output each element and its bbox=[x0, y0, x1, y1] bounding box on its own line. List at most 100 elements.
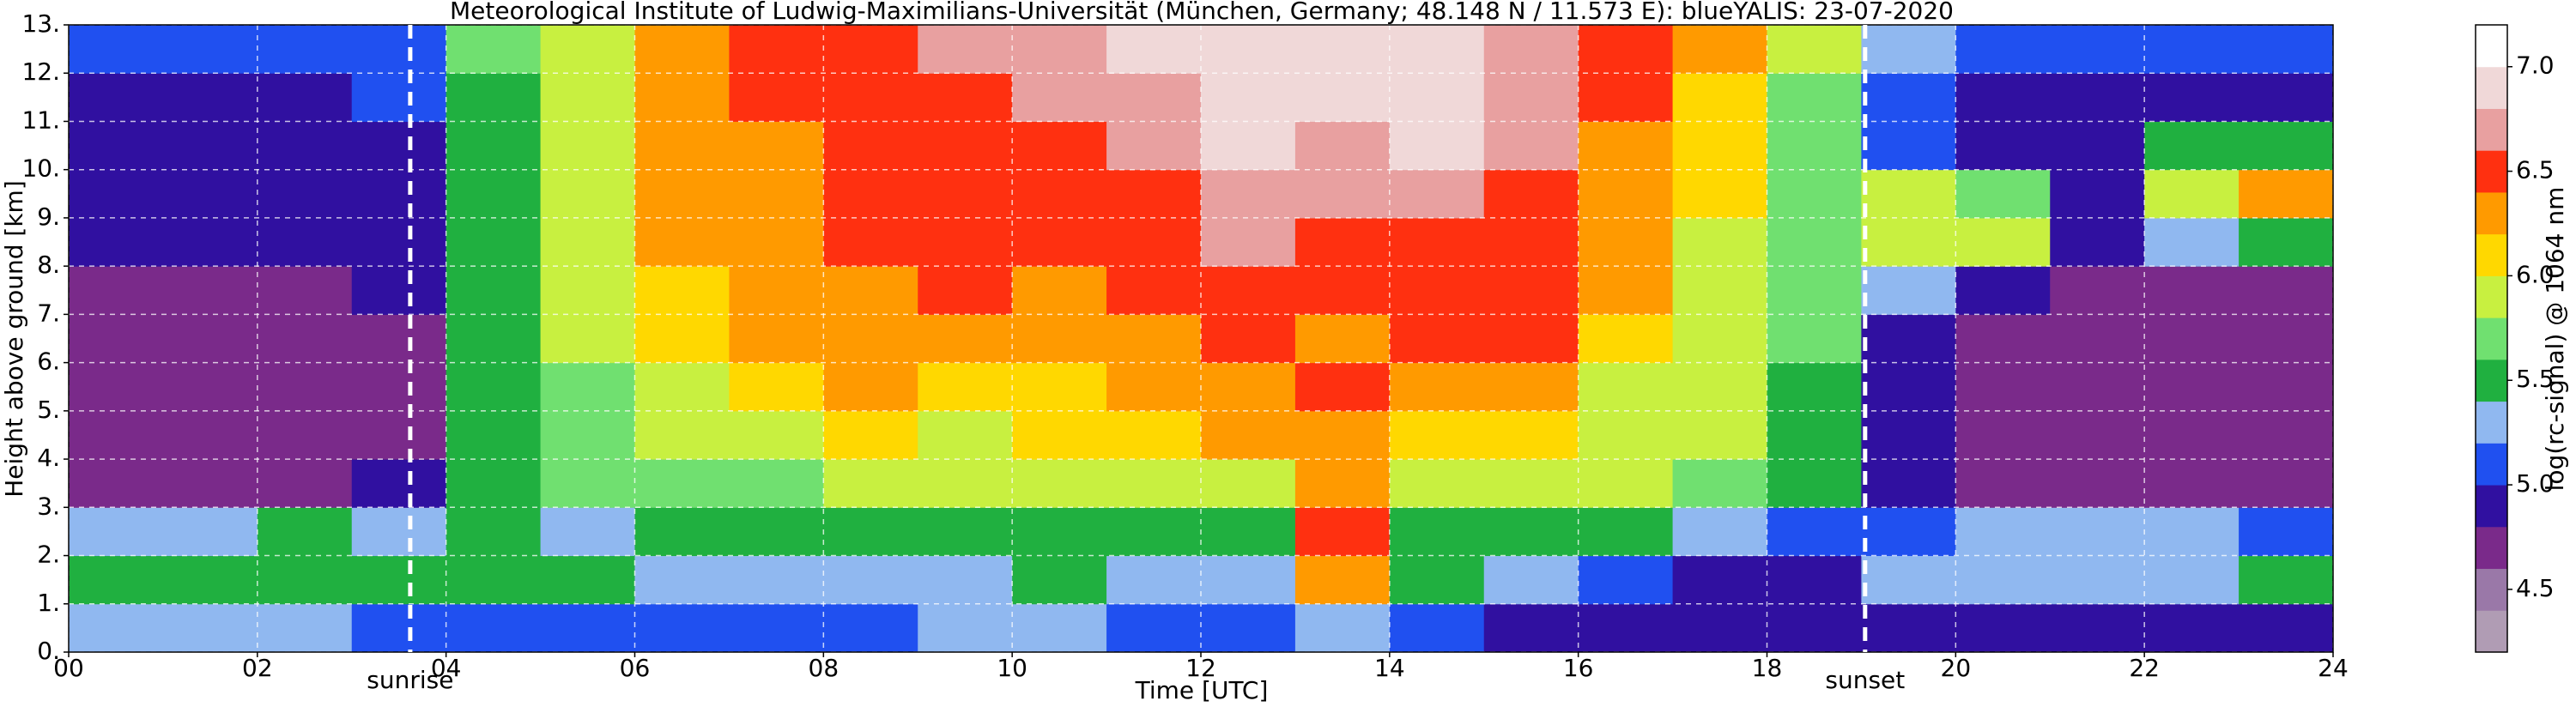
heatmap-cell bbox=[257, 121, 353, 171]
y-axis-label: Height above ground [km] bbox=[0, 180, 28, 498]
heatmap-cell bbox=[540, 169, 635, 219]
heatmap-cell bbox=[445, 603, 542, 653]
heatmap-cell bbox=[918, 121, 1013, 171]
heatmap-cell bbox=[823, 507, 918, 557]
heatmap-cell bbox=[1861, 314, 1956, 364]
heatmap-cell bbox=[445, 314, 542, 364]
heatmap-cell bbox=[69, 169, 164, 219]
heatmap-cell bbox=[1389, 410, 1485, 460]
heatmap-cell bbox=[445, 555, 542, 605]
heatmap-cell bbox=[69, 603, 164, 653]
heatmap-cell bbox=[1955, 507, 2051, 557]
heatmap-cell bbox=[540, 603, 635, 653]
heatmap-cell bbox=[729, 362, 824, 412]
x-tick-label: 24 bbox=[2318, 654, 2349, 682]
heatmap-cell bbox=[729, 73, 824, 122]
heatmap-cell bbox=[634, 169, 730, 219]
heatmap-cell bbox=[1483, 555, 1579, 605]
heatmap-cell bbox=[351, 555, 447, 605]
heatmap-cell bbox=[634, 362, 730, 412]
x-tick-label: 10 bbox=[997, 654, 1027, 682]
heatmap-cell bbox=[1955, 459, 2051, 508]
heatmap-cell bbox=[2239, 314, 2334, 364]
heatmap-cell bbox=[1389, 459, 1485, 508]
heatmap-cell bbox=[1861, 121, 1956, 171]
heatmap-cell bbox=[1578, 266, 1674, 315]
heatmap-cell bbox=[351, 362, 447, 412]
colorbar-swatch bbox=[2476, 610, 2507, 653]
heatmap-cell bbox=[2239, 73, 2334, 122]
heatmap-cell bbox=[823, 25, 918, 74]
colorbar-swatch bbox=[2476, 568, 2507, 611]
heatmap-cell bbox=[729, 603, 824, 653]
heatmap-cell bbox=[1483, 507, 1579, 557]
heatmap-cell bbox=[1955, 169, 2051, 219]
heatmap-cell bbox=[2144, 507, 2240, 557]
heatmap-cell bbox=[540, 555, 635, 605]
heatmap-cell bbox=[257, 555, 353, 605]
colorbar-tick-label: 6.0 bbox=[2516, 260, 2555, 288]
heatmap-cell bbox=[1106, 217, 1202, 267]
heatmap-cell bbox=[1294, 555, 1391, 605]
heatmap-cell bbox=[162, 507, 258, 557]
heatmap-cell bbox=[1861, 217, 1956, 267]
heatmap-cell bbox=[1767, 217, 1862, 267]
heatmap-cell bbox=[918, 169, 1013, 219]
heatmap-cell bbox=[634, 314, 730, 364]
heatmap-cell bbox=[1294, 314, 1391, 364]
colorbar-swatch bbox=[2476, 66, 2507, 109]
heatmap-cell bbox=[445, 266, 542, 315]
heatmap-cell bbox=[1767, 555, 1862, 605]
heatmap-cell bbox=[1012, 507, 1107, 557]
heatmap-cell bbox=[540, 314, 635, 364]
heatmap-cell bbox=[1672, 314, 1767, 364]
heatmap-cell bbox=[1672, 603, 1767, 653]
heatmap-cell bbox=[257, 25, 353, 74]
heatmap-cell bbox=[634, 266, 730, 315]
heatmap-cell bbox=[1201, 266, 1296, 315]
heatmap-cell bbox=[69, 507, 164, 557]
heatmap-cell bbox=[445, 73, 542, 122]
heatmap-cell bbox=[257, 410, 353, 460]
heatmap-cell bbox=[162, 603, 258, 653]
heatmap-cell bbox=[1483, 362, 1579, 412]
colorbar-swatch bbox=[2476, 526, 2507, 570]
heatmap-cell bbox=[2050, 362, 2145, 412]
heatmap-cell bbox=[2239, 362, 2334, 412]
heatmap-cell bbox=[162, 266, 258, 315]
heatmap-cell bbox=[351, 169, 447, 219]
heatmap-cell bbox=[2050, 169, 2145, 219]
heatmap-cell bbox=[69, 459, 164, 508]
heatmap-cell bbox=[2144, 459, 2240, 508]
heatmap-cell bbox=[1578, 507, 1674, 557]
heatmap-cell bbox=[1578, 410, 1674, 460]
heatmap-cell bbox=[69, 217, 164, 267]
heatmap-cell bbox=[729, 555, 824, 605]
heatmap-cell bbox=[729, 169, 824, 219]
heatmap-cell bbox=[729, 217, 824, 267]
heatmap-cell bbox=[540, 73, 635, 122]
colorbar-swatch bbox=[2476, 150, 2507, 193]
heatmap-cell bbox=[1672, 121, 1767, 171]
heatmap-cell bbox=[729, 266, 824, 315]
heatmap-cell bbox=[1012, 121, 1107, 171]
heatmap-cell bbox=[2050, 266, 2145, 315]
y-tick-label: 12. bbox=[21, 57, 60, 86]
heatmap-cell bbox=[1955, 217, 2051, 267]
heatmap-cell bbox=[1955, 25, 2051, 74]
heatmap-cell bbox=[1767, 507, 1862, 557]
x-tick-label: 18 bbox=[1752, 654, 1783, 682]
annotation-label: sunset bbox=[1825, 666, 1905, 694]
heatmap-cell bbox=[823, 121, 918, 171]
heatmap-cell bbox=[729, 410, 824, 460]
heatmap-cell bbox=[1483, 217, 1579, 267]
colorbar-swatch bbox=[2476, 443, 2507, 486]
colorbar-swatch bbox=[2476, 275, 2507, 318]
heatmap-cell bbox=[1012, 266, 1107, 315]
heatmap-cell bbox=[69, 314, 164, 364]
heatmap-cell bbox=[445, 410, 542, 460]
heatmap-cell bbox=[823, 73, 918, 122]
plot-frame bbox=[68, 24, 2334, 653]
colorbar-swatch bbox=[2476, 25, 2507, 68]
